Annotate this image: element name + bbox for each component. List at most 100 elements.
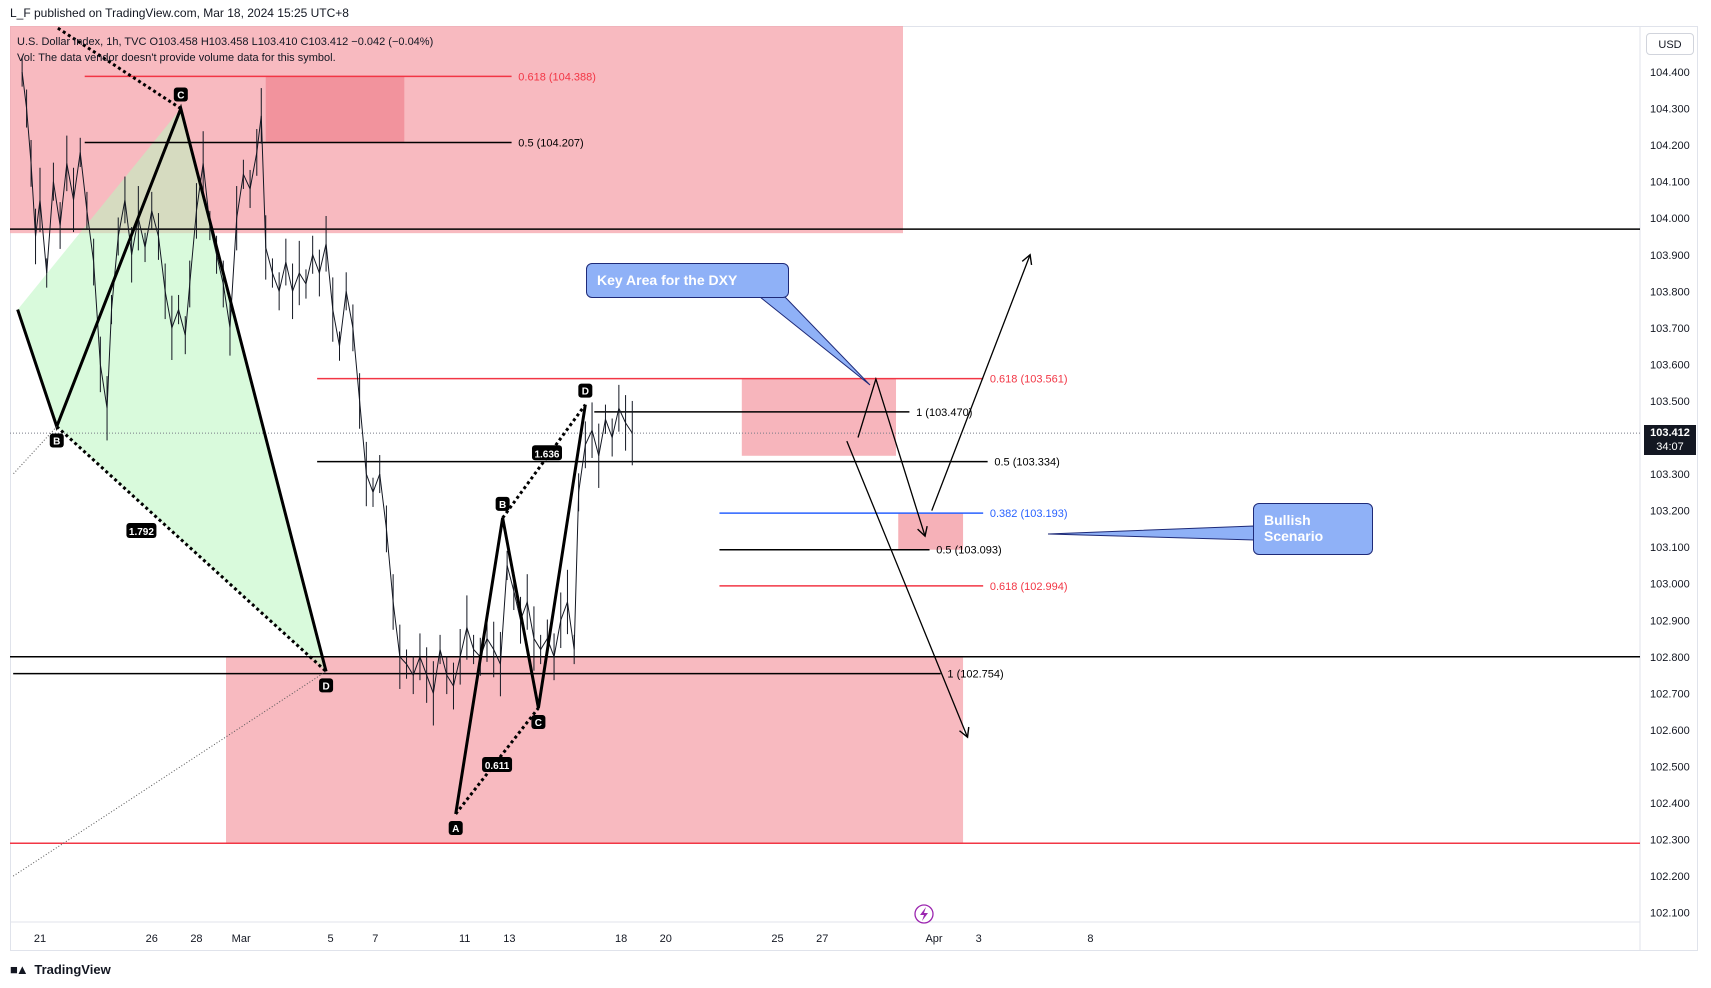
harmonic-2-ab-ratio-label: 0.611: [485, 761, 510, 772]
harmonic-1-point-b-box: [49, 433, 64, 448]
bullish-callout-line1: Bullish: [1264, 512, 1311, 528]
y-tick-label-19: 102.500: [1650, 761, 1690, 773]
harmonic-1-point-d-box: [319, 678, 334, 693]
y-tick-label-12: 103.200: [1650, 506, 1690, 518]
x-tick-label-13: 3: [976, 933, 982, 945]
fib-label-1: 0.5 (104.207): [518, 138, 583, 150]
x-tick-label-7: 13: [503, 933, 515, 945]
y-tick-label-18: 102.600: [1650, 725, 1690, 737]
x-tick-label-2: 28: [190, 933, 202, 945]
x-tick-label-10: 25: [771, 933, 783, 945]
harmonic-2-cd-ratio-label-box: [531, 445, 562, 461]
y-tick-label-7: 103.700: [1650, 323, 1690, 335]
harmonic-2-point-d-box: [578, 383, 593, 398]
harmonic-1-bd-dotted: [55, 425, 328, 673]
harmonic-1-x-dotted: [12, 426, 58, 475]
y-tick-label-17: 102.700: [1650, 688, 1690, 700]
y-tick-label-2: 104.200: [1650, 140, 1690, 152]
harmonic-2-point-b: B: [499, 500, 506, 511]
x-tick-label-9: 20: [660, 933, 672, 945]
fib-label-0: 0.618 (104.388): [518, 71, 596, 83]
x-tick-label-1: 26: [146, 933, 158, 945]
fib-label-4: 0.5 (103.334): [994, 457, 1059, 469]
harmonic-2-legs: [454, 404, 587, 815]
y-tick-label-11: 103.300: [1650, 469, 1690, 481]
x-tick-label-8: 18: [615, 933, 627, 945]
bullish-callout-line2: Scenario: [1264, 528, 1324, 544]
harmonic-1-ratio-label: 1.792: [129, 527, 154, 538]
y-tick-label-9: 103.500: [1650, 396, 1690, 408]
harmonic-2-point-c-box: [531, 714, 546, 729]
harmonic-1-point-c-box: [173, 87, 188, 102]
y-tick-label-15: 102.900: [1650, 615, 1690, 627]
last-price-tag: 103.412 34:07: [1644, 425, 1696, 455]
chart-legend: U.S. Dollar Index, 1h, TVC O103.458 H103…: [17, 34, 433, 66]
fib-label-5: 0.382 (103.193): [990, 508, 1068, 520]
harmonic-1-triangle-xbc: [17, 108, 181, 427]
y-tick-label-8: 103.600: [1650, 359, 1690, 371]
harmonic-2-bd-dotted: [501, 403, 587, 519]
x-tick-label-6: 11: [459, 933, 470, 945]
y-tick-label-13: 103.100: [1650, 542, 1690, 554]
bullish-up-arrow: [931, 253, 1033, 511]
publish-header: L_F published on TradingView.com, Mar 18…: [10, 6, 349, 20]
harmonic-2-point-c: C: [535, 718, 542, 729]
y-tick-label-20: 102.400: [1650, 798, 1690, 810]
bullish-scenario-callout: Bullish Scenario: [1253, 503, 1373, 555]
y-tick-label-1: 104.300: [1650, 104, 1690, 116]
y-tick-label-0: 104.400: [1650, 67, 1690, 79]
bullish-target-zone: [898, 513, 964, 550]
tradingview-logo-text: TradingView: [34, 962, 111, 977]
harmonic-2-point-a-box: [448, 820, 463, 835]
harmonic-1-point-d: D: [322, 681, 329, 692]
legend-symbol-line: U.S. Dollar Index, 1h, TVC O103.458 H103…: [17, 36, 434, 48]
key-area-zone: [741, 378, 897, 456]
y-tick-label-6: 103.800: [1650, 286, 1690, 298]
x-tick-label-3: Mar: [232, 933, 251, 945]
y-tick-label-4: 104.000: [1650, 213, 1690, 225]
tradingview-logo-icon: ■▲: [10, 962, 29, 977]
y-tick-label-16: 102.800: [1650, 652, 1690, 664]
demand-zone-lower: [226, 656, 964, 844]
fib-label-3: 1 (103.470): [916, 407, 972, 419]
harmonic-2-point-b-box: [495, 496, 510, 511]
y-tick-label-5: 103.900: [1650, 250, 1690, 262]
bullish-callout-pointer: [1047, 525, 1255, 541]
harmonic-1-top-dotted: [57, 26, 182, 110]
harmonic-1-point-c: C: [177, 91, 184, 102]
x-tick-label-12: Apr: [925, 933, 942, 945]
y-tick-label-22: 102.200: [1650, 871, 1690, 883]
x-tick-label-4: 5: [327, 933, 333, 945]
harmonic-2-ab-ratio-label-box: [482, 756, 513, 772]
fib-zone-upper: [265, 76, 405, 143]
y-tick-label-3: 104.100: [1650, 177, 1690, 189]
bar-countdown: 34:07: [1656, 441, 1684, 453]
harmonic-1-legs: [16, 103, 328, 672]
bullish-dip-arrow: [857, 376, 928, 538]
x-tick-label-11: 27: [816, 933, 828, 945]
y-tick-label-14: 103.000: [1650, 579, 1690, 591]
x-tick-label-0: 21: [34, 933, 46, 945]
y-tick-label-23: 102.100: [1650, 908, 1690, 920]
bearish-down-arrow: [846, 440, 970, 739]
tradingview-logo[interactable]: ■▲ TradingView: [10, 962, 111, 977]
fib-label-7: 0.618 (102.994): [990, 581, 1068, 593]
harmonic-1-triangle-bcd: [56, 108, 327, 672]
fib-label-6: 0.5 (103.093): [936, 545, 1001, 557]
fib-label-8: 1 (102.754): [947, 669, 1003, 681]
legend-volume-line: Vol: The data vendor doesn't provide vol…: [17, 52, 336, 64]
harmonic-1-extension-dotted: [12, 671, 327, 877]
fib-label-2: 0.618 (103.561): [990, 374, 1068, 386]
harmonic-2-point-a: A: [452, 824, 459, 835]
harmonic-1-ratio-label-box: [126, 522, 157, 538]
currency-button[interactable]: USD: [1646, 33, 1694, 55]
key-area-callout-pointer: [758, 296, 871, 386]
lightning-icon-bolt: [920, 907, 928, 921]
x-tick-label-14: 8: [1087, 933, 1093, 945]
harmonic-2-point-d: D: [582, 387, 589, 398]
x-tick-label-5: 7: [372, 933, 378, 945]
key-area-callout: Key Area for the DXY: [586, 263, 789, 298]
y-tick-label-21: 102.300: [1650, 835, 1690, 847]
last-price-value: 103.412: [1650, 427, 1690, 439]
